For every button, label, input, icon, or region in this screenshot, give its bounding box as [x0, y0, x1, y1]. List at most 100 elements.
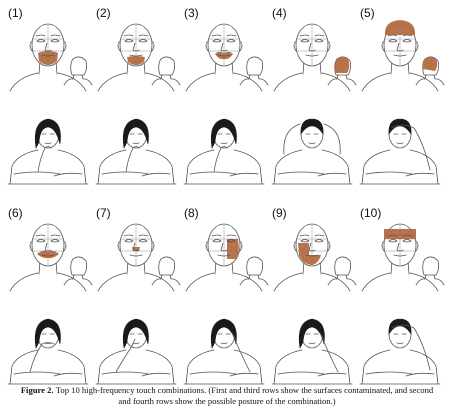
hair — [388, 118, 412, 135]
contamination-region — [384, 20, 416, 35]
nose — [396, 42, 404, 52]
side-head-outline — [246, 256, 264, 276]
eyes — [36, 239, 60, 243]
panel-label: (10) — [360, 206, 381, 220]
nose — [308, 42, 316, 52]
hair — [210, 318, 237, 349]
shoulders-outline — [185, 72, 263, 92]
torso-outline — [183, 349, 265, 385]
side-head-neck — [239, 74, 269, 86]
face-diagram — [97, 223, 181, 292]
contamination-region — [334, 56, 350, 73]
mouth — [393, 254, 407, 257]
hair — [298, 318, 325, 349]
eyebrows — [299, 34, 325, 37]
caption-title: Figure 2. — [20, 385, 56, 395]
mouth — [129, 254, 143, 257]
side-head-neck — [63, 274, 93, 286]
ears — [381, 40, 419, 52]
contamination-region — [37, 250, 59, 259]
figure-caption: Figure 2. Top 10 high-frequency touch co… — [14, 385, 440, 407]
forearms — [277, 371, 347, 377]
face-diagram — [185, 223, 269, 292]
side-head-neck — [327, 74, 357, 86]
panel-label: (1) — [8, 6, 23, 20]
panel-label: (5) — [360, 6, 375, 20]
eyebrows — [35, 234, 61, 237]
arm-and-hand — [230, 331, 251, 373]
eyebrows — [387, 234, 413, 237]
posture-figure — [271, 318, 353, 385]
face-diagram — [361, 20, 445, 92]
face-features — [129, 133, 143, 144]
ears — [29, 240, 67, 252]
arm-and-hand — [37, 146, 52, 173]
mouth — [217, 54, 231, 57]
eyebrows — [123, 34, 149, 37]
contamination-region — [298, 243, 321, 265]
nose — [132, 242, 140, 252]
forearms — [189, 371, 259, 377]
panel-label: (8) — [184, 206, 199, 220]
face-diagram — [9, 23, 93, 92]
posture-figure — [7, 318, 89, 385]
contamination-region — [384, 229, 416, 239]
ears — [293, 240, 331, 252]
torso-outline — [95, 149, 177, 185]
hair — [388, 318, 412, 335]
face-features — [393, 133, 407, 144]
contamination-region-side — [422, 57, 438, 71]
panel-label-layer: (1) (2) (3) (4) (5) (6) (7) (8) (9) (10) — [8, 6, 381, 220]
posture-figure — [7, 118, 89, 185]
nose — [220, 42, 228, 52]
posture-figure — [359, 318, 441, 385]
shoulders-outline — [361, 272, 439, 292]
shoulders-outline — [273, 272, 351, 292]
arm-and-hand — [283, 123, 341, 155]
shoulders-outline — [9, 72, 87, 92]
hair — [210, 118, 237, 149]
shoulders-outline — [9, 272, 87, 292]
face-diagram — [185, 23, 269, 92]
eyes — [300, 39, 324, 43]
forearms — [13, 371, 83, 377]
forearms — [13, 171, 83, 177]
posture-figure — [95, 118, 177, 185]
eyes — [212, 39, 236, 43]
panel-label: (2) — [96, 6, 111, 20]
face-features — [217, 333, 231, 344]
shoulders-outline — [273, 72, 351, 92]
eyebrows — [299, 234, 325, 237]
face-diagram — [9, 223, 93, 292]
face-features — [305, 333, 319, 344]
arm-and-hand — [391, 124, 431, 171]
eyes — [36, 39, 60, 43]
mouth — [305, 54, 319, 57]
mouth — [305, 254, 319, 257]
nose — [396, 242, 404, 252]
torso-outline — [359, 149, 441, 185]
torso-outline — [271, 149, 353, 185]
forearms — [365, 171, 435, 177]
torso-outline — [359, 349, 441, 385]
forearms — [277, 171, 347, 177]
ears — [29, 40, 67, 52]
side-head-neck — [415, 74, 445, 86]
arm-and-hand — [29, 342, 55, 373]
face-features — [305, 133, 319, 144]
posture-figure — [183, 318, 265, 385]
eyebrows — [211, 234, 237, 237]
posture-figure — [95, 318, 177, 385]
face-diagram — [97, 23, 181, 92]
mouth — [41, 254, 55, 257]
side-head-neck — [239, 274, 269, 286]
posture-layer — [7, 118, 441, 385]
ears — [117, 40, 155, 52]
eyes — [388, 39, 412, 43]
eyes — [124, 239, 148, 243]
mouth — [217, 254, 231, 257]
eyebrows — [123, 234, 149, 237]
ears — [381, 240, 419, 252]
eyebrows — [35, 34, 61, 37]
hair — [122, 318, 149, 349]
